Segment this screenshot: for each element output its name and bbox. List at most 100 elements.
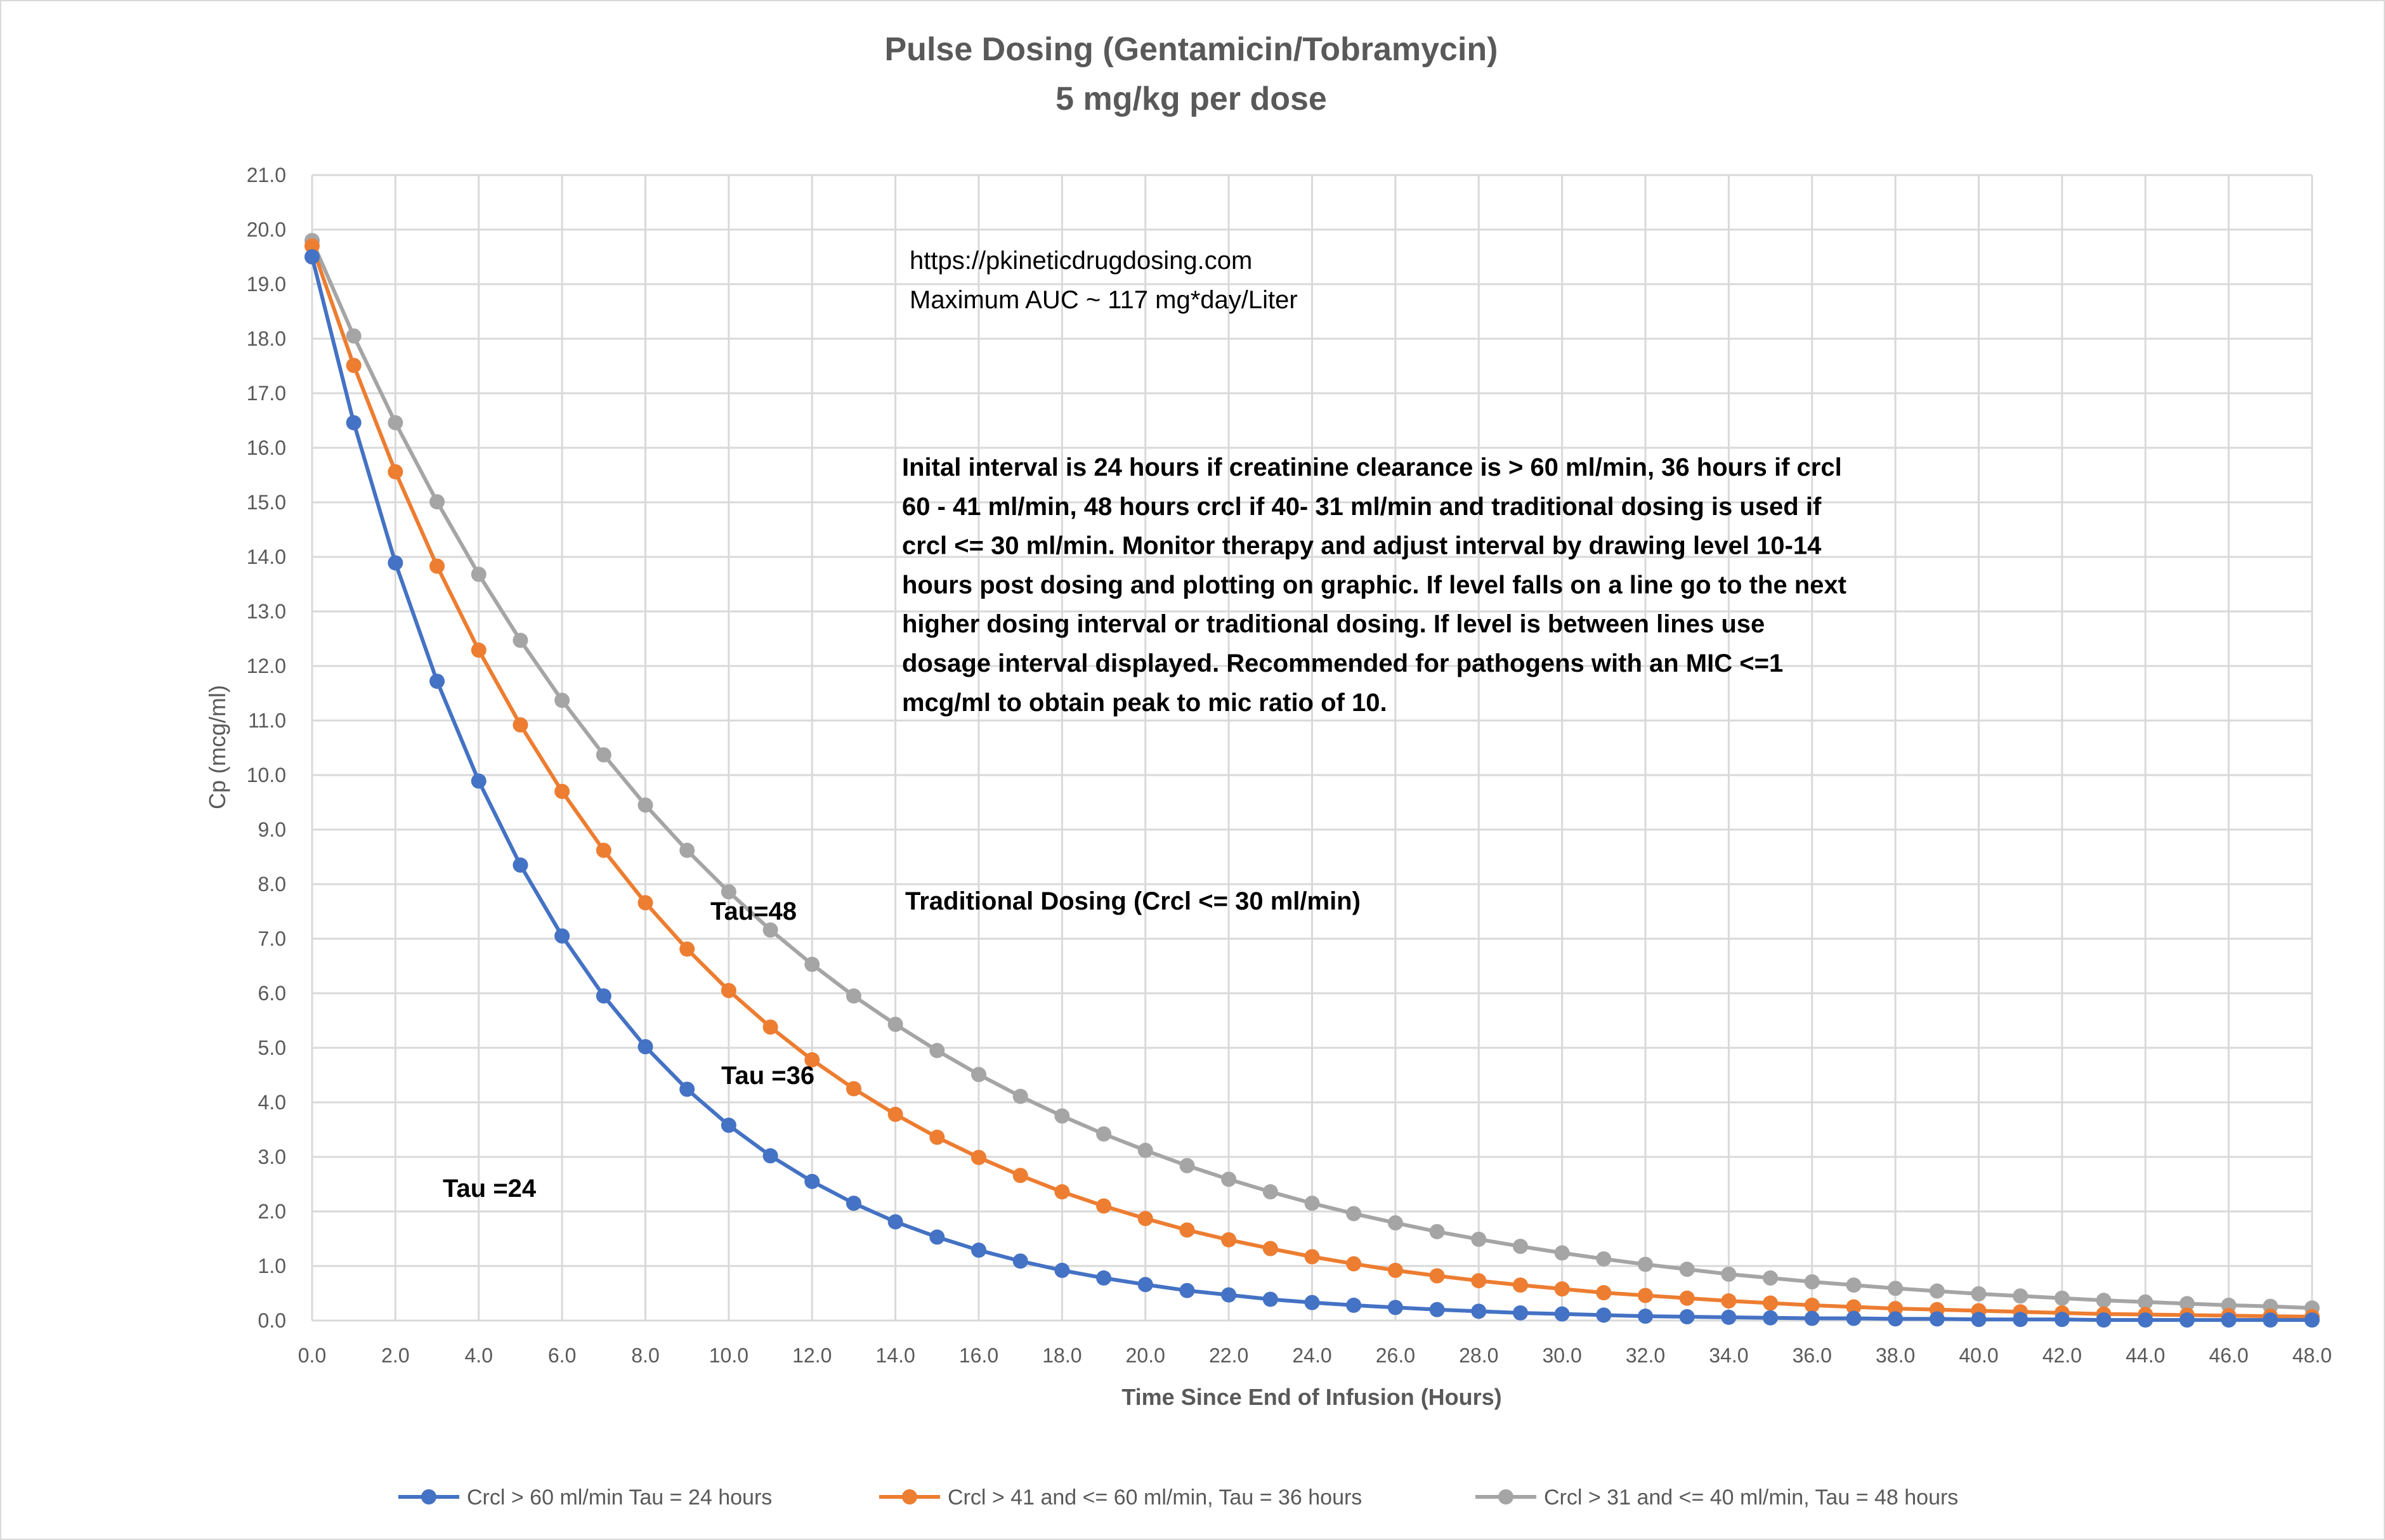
data-point bbox=[1346, 1297, 1362, 1313]
data-point bbox=[762, 1019, 778, 1035]
x-tick-label: 8.0 bbox=[631, 1344, 659, 1367]
chart-title: Pulse Dosing (Gentamicin/Tobramycin) bbox=[885, 31, 1498, 68]
data-point bbox=[1179, 1158, 1195, 1173]
x-tick-label: 22.0 bbox=[1209, 1344, 1248, 1367]
y-tick-label: 9.0 bbox=[258, 818, 286, 841]
data-point bbox=[346, 328, 362, 344]
series-4472C4 bbox=[304, 249, 2320, 1328]
data-point bbox=[596, 842, 611, 858]
data-point bbox=[2013, 1312, 2029, 1328]
annotation-paragraph-line: 60 - 41 ml/min, 48 hours crcl if 40- 31 … bbox=[902, 493, 1822, 521]
data-point bbox=[1137, 1142, 1153, 1158]
data-point bbox=[1638, 1288, 1653, 1303]
data-point bbox=[1846, 1277, 1862, 1293]
y-tick-label: 17.0 bbox=[247, 382, 286, 405]
data-point bbox=[679, 842, 695, 858]
x-tick-labels: 0.0 2.0 4.0 6.0 8.0 10.0 12.0 14.0 16.0 18.0 20.0 2… bbox=[298, 1344, 2332, 1367]
data-point bbox=[1512, 1239, 1528, 1255]
x-tick-label: 14.0 bbox=[875, 1344, 915, 1367]
data-point bbox=[804, 1173, 820, 1189]
data-point bbox=[1763, 1295, 1779, 1311]
data-point bbox=[1971, 1312, 1987, 1328]
y-tick-label: 8.0 bbox=[258, 873, 286, 896]
x-tick-label: 46.0 bbox=[2209, 1344, 2248, 1367]
data-point bbox=[1096, 1126, 1112, 1142]
data-point bbox=[1846, 1310, 1862, 1326]
x-tick-label: 44.0 bbox=[2126, 1344, 2165, 1367]
data-point bbox=[1804, 1310, 1820, 1326]
x-tick-label: 6.0 bbox=[548, 1344, 576, 1367]
annotation-paragraph-line: dosage interval displayed. Recommended f… bbox=[902, 649, 1783, 677]
legend-label: Crcl > 31 and <= 40 ml/min, Tau = 48 hou… bbox=[1544, 1485, 1958, 1510]
data-point bbox=[513, 857, 528, 873]
data-point bbox=[1471, 1273, 1487, 1289]
y-tick-label: 14.0 bbox=[247, 545, 286, 568]
data-point bbox=[1346, 1206, 1362, 1222]
data-point bbox=[1179, 1222, 1195, 1238]
x-tick-label: 30.0 bbox=[1542, 1344, 1581, 1367]
data-point bbox=[846, 1196, 861, 1211]
data-point bbox=[554, 783, 570, 799]
data-point bbox=[1012, 1088, 1028, 1104]
annotation-tau36: Tau =36 bbox=[721, 1062, 814, 1090]
series-group bbox=[304, 233, 2320, 1328]
x-tick-label: 10.0 bbox=[709, 1344, 748, 1367]
annotation-tau24: Tau =24 bbox=[443, 1175, 537, 1203]
data-point bbox=[1387, 1215, 1403, 1231]
data-point bbox=[971, 1067, 986, 1083]
data-point bbox=[1221, 1287, 1237, 1303]
data-point bbox=[1596, 1307, 1612, 1323]
data-point bbox=[554, 693, 570, 708]
data-point bbox=[388, 415, 403, 431]
data-point bbox=[2263, 1312, 2278, 1328]
y-tick-label: 4.0 bbox=[258, 1091, 286, 1114]
data-point bbox=[2179, 1296, 2195, 1312]
data-point bbox=[721, 884, 736, 900]
data-point bbox=[1554, 1245, 1570, 1261]
data-point bbox=[304, 249, 320, 264]
data-point bbox=[637, 1039, 653, 1055]
data-point bbox=[2179, 1312, 2195, 1328]
data-point bbox=[887, 1017, 903, 1033]
data-point bbox=[2013, 1288, 2029, 1304]
data-point bbox=[1012, 1168, 1028, 1184]
data-point bbox=[1721, 1293, 1737, 1309]
y-tick-label: 19.0 bbox=[247, 273, 286, 296]
data-point bbox=[1888, 1311, 1904, 1327]
x-tick-label: 26.0 bbox=[1376, 1344, 1415, 1367]
data-point bbox=[971, 1243, 986, 1258]
x-tick-label: 0.0 bbox=[298, 1344, 326, 1367]
data-point bbox=[596, 747, 611, 763]
data-point bbox=[1512, 1305, 1528, 1321]
data-point bbox=[721, 982, 736, 998]
x-tick-label: 42.0 bbox=[2042, 1344, 2082, 1367]
data-point bbox=[1512, 1277, 1528, 1293]
y-tick-label: 16.0 bbox=[247, 436, 286, 459]
data-point bbox=[346, 358, 362, 374]
data-point bbox=[1304, 1196, 1320, 1211]
x-tick-label: 48.0 bbox=[2292, 1344, 2332, 1367]
data-point bbox=[2138, 1312, 2153, 1328]
data-point bbox=[929, 1229, 945, 1245]
annotation-paragraph-line: Inital interval is 24 hours if creatinin… bbox=[902, 454, 1842, 481]
chart-subtitle: 5 mg/kg per dose bbox=[1055, 81, 1327, 117]
data-point bbox=[846, 988, 861, 1004]
data-point bbox=[1012, 1253, 1028, 1269]
y-tick-label: 5.0 bbox=[258, 1036, 286, 1059]
data-point bbox=[1179, 1282, 1195, 1298]
data-point bbox=[2096, 1293, 2112, 1308]
x-tick-label: 38.0 bbox=[1876, 1344, 1915, 1367]
data-point bbox=[887, 1214, 903, 1230]
annotation-paragraph-line: mcg/ml to obtain peak to mic ratio of 10… bbox=[902, 689, 1387, 717]
y-tick-label: 2.0 bbox=[258, 1200, 286, 1223]
x-tick-label: 36.0 bbox=[1793, 1344, 1832, 1367]
legend-entry: Crcl > 60 ml/min Tau = 24 hours bbox=[398, 1485, 772, 1510]
annotation-paragraph: Inital interval is 24 hours if creatinin… bbox=[902, 454, 1846, 717]
y-tick-label: 11.0 bbox=[248, 709, 286, 732]
data-point bbox=[637, 895, 653, 911]
x-tick-label: 12.0 bbox=[792, 1344, 832, 1367]
series-A5A5A5 bbox=[304, 233, 2320, 1316]
data-point bbox=[1262, 1241, 1278, 1256]
data-point bbox=[1721, 1309, 1737, 1325]
data-point bbox=[2221, 1312, 2237, 1328]
